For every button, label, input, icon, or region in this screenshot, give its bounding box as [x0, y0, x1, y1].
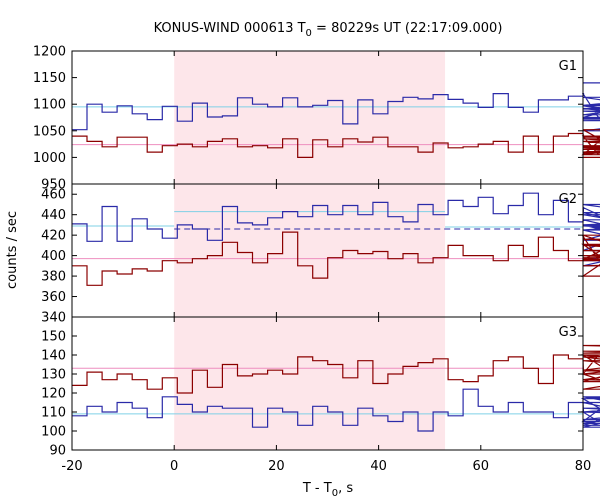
panel-g3: 90 100 110 120 130 140 150 G3 [41, 316, 600, 459]
panels-group: 950 1000 1050 1100 1150 1200 G1 340 360 380 400 420… [33, 45, 600, 459]
y-tick-label: 460 [41, 188, 66, 203]
chart-title-suffix: = 80229s UT (22:17:09.000) [312, 21, 502, 36]
chart-title-prefix: KONUS-WIND 000613 T [154, 21, 306, 36]
panel-g1: 950 1000 1050 1100 1150 1200 G1 [33, 45, 600, 193]
y-tick-label: 440 [41, 208, 66, 223]
y-tick-label: 120 [41, 387, 66, 402]
y-tick-label: 950 [41, 178, 66, 193]
y-tick-label: 150 [41, 330, 66, 345]
x-axis-label-suffix: , s [338, 481, 353, 496]
x-axis-label: T - T0, s [302, 481, 353, 499]
panel-label: G1 [559, 59, 577, 74]
y-tick-label: 1100 [33, 98, 66, 113]
y-tick-label: 1000 [33, 151, 66, 166]
x-tick-label: -20 [61, 459, 82, 474]
y-tick-label: 420 [41, 229, 66, 244]
x-tick-label: 80 [575, 459, 592, 474]
x-tick-label: 0 [170, 459, 178, 474]
y-tick-label: 100 [41, 425, 66, 440]
shaded-interval [174, 51, 446, 450]
panel-g2: 340 360 380 400 420 440 460 G2 [41, 183, 600, 326]
panel-g3-series-0 [72, 388, 600, 432]
x-tick-label: 60 [473, 459, 490, 474]
y-tick-label: 1050 [33, 124, 66, 139]
x-tick-label: 20 [268, 459, 285, 474]
panel-g1-series-1 [72, 129, 600, 158]
y-tick-label: 130 [41, 368, 66, 383]
y-tick-label: 380 [41, 270, 66, 285]
panel-g2-series-0 [72, 192, 600, 267]
y-tick-label: 1200 [33, 45, 66, 60]
panel-g3-frame [71, 316, 584, 451]
y-tick-label: 360 [41, 290, 66, 305]
panel-g1-series-0 [72, 82, 600, 132]
y-tick-label: 400 [41, 249, 66, 264]
y-tick-label: 110 [41, 406, 66, 421]
y-tick-label: 1150 [33, 71, 66, 86]
x-tick-label: 40 [370, 459, 387, 474]
y-tick-label: 340 [41, 311, 66, 326]
x-axis-label-prefix: T - T [302, 481, 332, 496]
y-tick-label: 90 [49, 444, 66, 459]
panel-g3-series-1 [72, 344, 600, 394]
chart-title: KONUS-WIND 000613 T0 = 80229s UT (22:17:… [154, 21, 503, 39]
x-axis: -20 0 20 40 60 80 [61, 459, 591, 474]
y-tick-label: 140 [41, 349, 66, 364]
panel-label: G3 [559, 325, 577, 340]
chart-title-subscript: 0 [306, 28, 312, 39]
panel-label: G2 [559, 192, 577, 207]
y-axis-label: counts / sec [5, 211, 20, 289]
panel-g2-series-1 [72, 231, 600, 286]
x-axis-label-subscript: 0 [332, 488, 338, 499]
